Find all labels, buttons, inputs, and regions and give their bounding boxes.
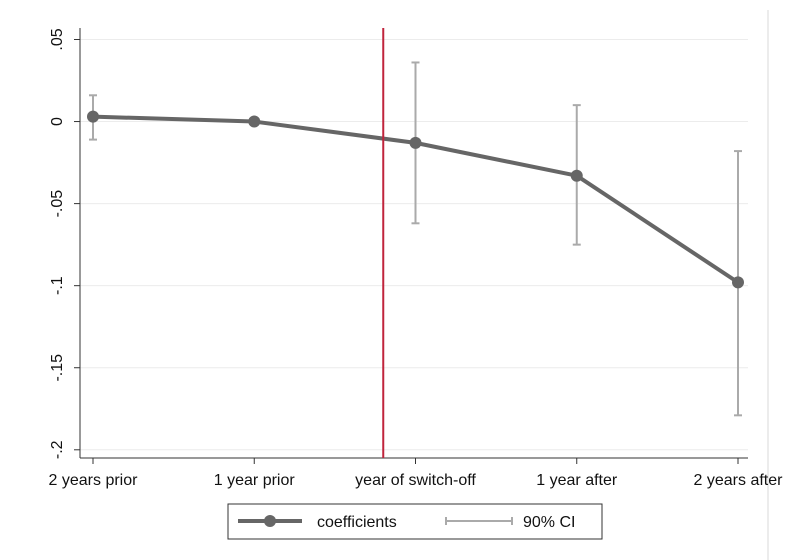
tick-labels: .05 0 -.05 -.1 -.15 -.2 2 years prior 1 year pr… — [49, 28, 784, 489]
legend-label-ci: 90% CI — [523, 514, 575, 531]
data-point — [732, 276, 744, 289]
legend-marker-coefficients — [264, 515, 276, 527]
data-point — [570, 169, 583, 182]
y-tick-label: 0 — [49, 117, 66, 126]
legend-label-coefficients: coefficients — [317, 514, 397, 531]
x-tick-label: 1 year prior — [214, 472, 296, 489]
legend: coefficients 90% CI — [227, 503, 603, 540]
y-tick-label: -.05 — [49, 190, 66, 218]
data-point — [87, 110, 99, 123]
x-tick-label: year of switch-off — [355, 472, 476, 489]
data-point — [248, 115, 261, 128]
x-tick-label: 2 years after — [694, 472, 784, 489]
series-points — [87, 110, 744, 289]
y-tick-label: .05 — [49, 28, 66, 50]
x-tick-label: 1 year after — [536, 472, 618, 489]
x-tick-label: 2 years prior — [49, 472, 139, 489]
y-tick-label: -.1 — [49, 276, 66, 295]
y-tick-label: -.2 — [49, 440, 66, 459]
y-tick-label: -.15 — [49, 354, 66, 382]
axes — [74, 28, 748, 464]
data-point — [409, 136, 422, 149]
